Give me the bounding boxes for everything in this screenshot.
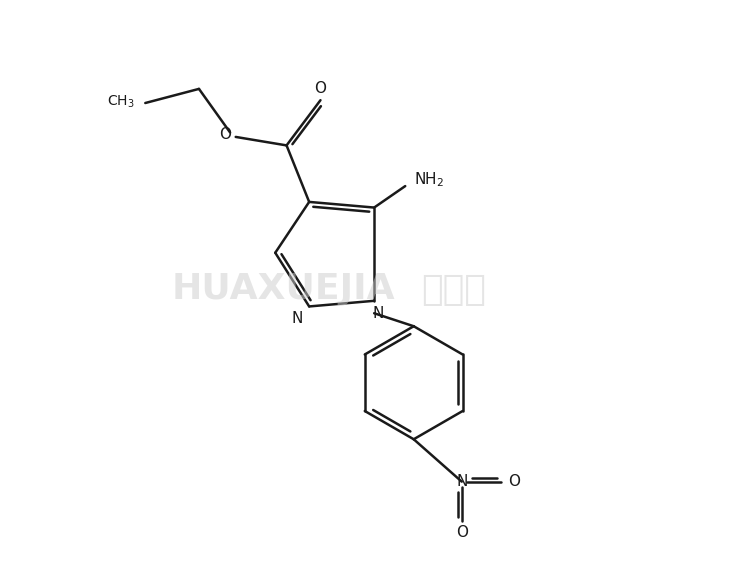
Text: O: O [508,474,520,489]
Text: HUAXUEJIA: HUAXUEJIA [172,273,396,306]
Text: O: O [455,525,468,540]
Text: N: N [373,306,385,321]
Text: NH$_2$: NH$_2$ [413,170,444,189]
Text: 化学加: 化学加 [421,273,486,306]
Text: N: N [291,312,302,327]
Text: O: O [220,127,231,142]
Text: O: O [315,82,326,96]
Text: CH$_3$: CH$_3$ [108,94,135,110]
Text: N: N [456,474,467,489]
